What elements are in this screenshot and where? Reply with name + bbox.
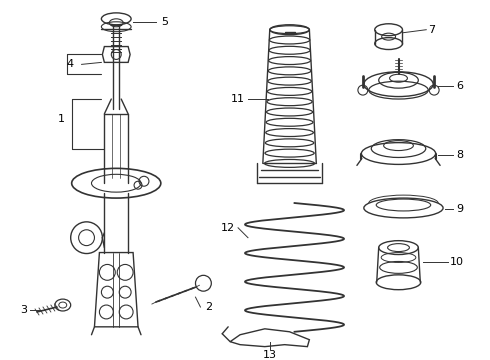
Text: 8: 8 <box>456 149 463 159</box>
Text: 5: 5 <box>161 17 168 27</box>
Text: 1: 1 <box>58 114 65 124</box>
Text: 13: 13 <box>263 350 277 360</box>
Text: 7: 7 <box>428 25 435 35</box>
Text: 11: 11 <box>231 94 245 104</box>
Text: 10: 10 <box>450 257 464 267</box>
Text: 3: 3 <box>20 305 27 315</box>
Text: 6: 6 <box>456 81 463 91</box>
Text: 2: 2 <box>205 302 213 312</box>
Text: 9: 9 <box>456 204 463 214</box>
Text: 4: 4 <box>67 59 74 69</box>
Text: 12: 12 <box>221 223 235 233</box>
